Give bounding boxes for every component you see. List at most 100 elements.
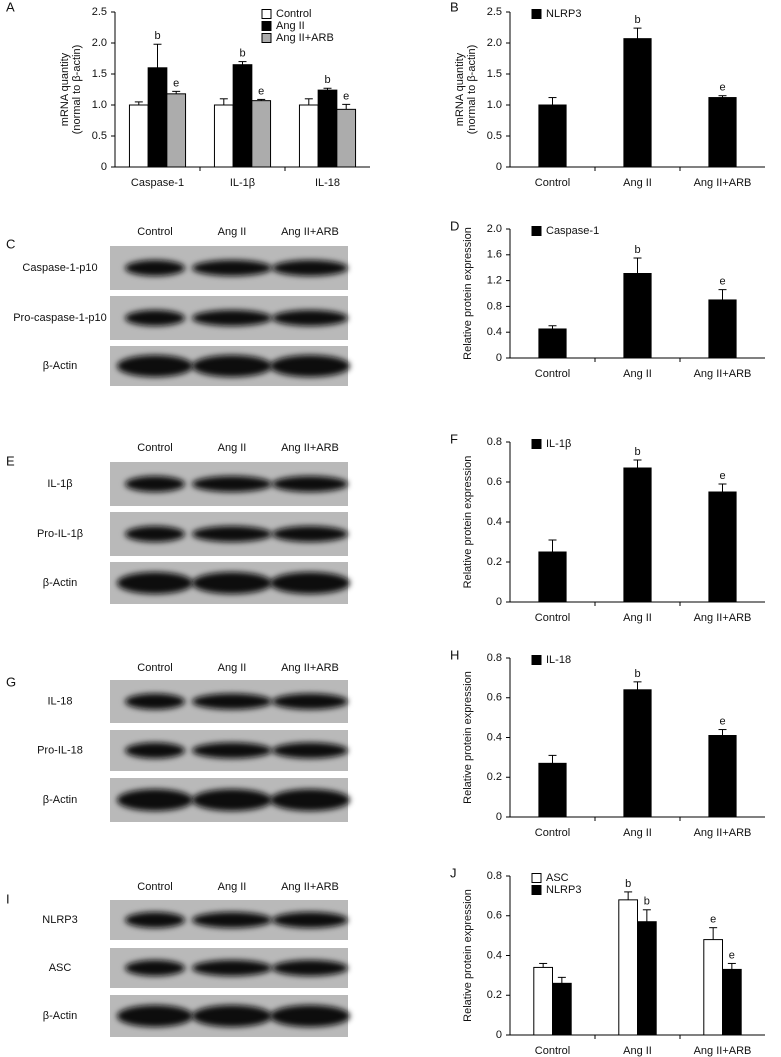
panel-label: H <box>450 647 459 662</box>
annotation: b <box>634 668 640 680</box>
y-tick-label: 2.5 <box>487 6 502 18</box>
blot-band <box>125 742 185 759</box>
column-label: Ang II <box>218 662 247 674</box>
x-tick-label: Control <box>535 612 570 624</box>
legend-swatch <box>531 439 542 449</box>
bar <box>147 67 168 168</box>
x-tick-label: Ang II+ARB <box>694 827 752 839</box>
y-tick-label: 0 <box>496 352 502 364</box>
blot-band <box>125 912 185 928</box>
blot-band <box>125 310 185 326</box>
panel-label: G <box>6 674 16 689</box>
blot-band <box>125 526 185 542</box>
row-label: NLRP3 <box>42 914 77 926</box>
y-tick-label: 0.8 <box>487 652 502 664</box>
annotation: b <box>625 878 631 890</box>
x-tick-label: Ang II+ARB <box>694 612 752 624</box>
row-label: β-Actin <box>43 577 77 589</box>
y-tick-label: 0 <box>496 811 502 823</box>
blot-band <box>192 260 272 276</box>
bar <box>538 551 567 603</box>
bar <box>722 968 742 1036</box>
y-tick-label: 1.6 <box>487 249 502 261</box>
legend-swatch <box>531 885 542 895</box>
y-tick-label: 0.6 <box>487 910 502 922</box>
blot-band <box>192 789 272 811</box>
y-tick-label: 1.0 <box>92 99 107 111</box>
x-tick-label: Ang II <box>623 612 652 624</box>
column-label: Ang II <box>218 881 247 893</box>
legend-label: ASC <box>546 872 569 884</box>
panel-label: I <box>6 891 10 906</box>
legend-label: Ang II+ARB <box>276 32 334 44</box>
annotation: e <box>710 914 716 926</box>
y-tick-label: 2.0 <box>487 37 502 49</box>
row-label: β-Actin <box>43 360 77 372</box>
blot-band <box>272 742 348 759</box>
column-label: Ang II+ARB <box>281 881 339 893</box>
blot-band <box>272 960 348 976</box>
bar <box>538 104 567 168</box>
annotation: b <box>644 896 650 908</box>
blot-band <box>117 572 193 594</box>
annotation: e <box>719 276 725 288</box>
row-label: Caspase-1-p10 <box>22 262 97 274</box>
y-axis-label: (normal to β-actin) <box>71 45 83 134</box>
x-tick-label: Control <box>535 827 570 839</box>
bar <box>618 899 638 1036</box>
y-tick-label: 0.4 <box>487 516 502 528</box>
x-tick-label: Control <box>535 368 570 380</box>
bar <box>128 104 149 168</box>
blot-band <box>270 572 350 594</box>
blot-band <box>272 693 348 710</box>
bar <box>708 97 737 168</box>
annotation: e <box>729 949 735 961</box>
bar <box>538 328 567 359</box>
row-label: Pro-IL-18 <box>37 744 83 756</box>
x-tick-label: Ang II+ARB <box>694 177 752 189</box>
row-label: ASC <box>49 962 72 974</box>
legend-label: Caspase-1 <box>546 225 599 237</box>
bar <box>232 64 253 168</box>
legend-swatch <box>261 33 272 43</box>
legend-label: NLRP3 <box>546 884 581 896</box>
blot-band <box>192 693 272 710</box>
panel-label: B <box>450 0 459 14</box>
blot-band <box>272 912 348 928</box>
panel-label: C <box>6 236 15 251</box>
y-tick-label: 0.8 <box>487 300 502 312</box>
y-tick-label: 0.8 <box>487 436 502 448</box>
y-tick-label: 0.8 <box>487 870 502 882</box>
y-tick-label: 0.4 <box>487 326 502 338</box>
blot-band <box>125 960 185 976</box>
legend-swatch <box>531 655 542 665</box>
bar <box>623 38 652 168</box>
annotation: e <box>719 715 725 727</box>
bar <box>336 108 357 168</box>
blot-band <box>125 693 185 710</box>
annotation: b <box>634 244 640 256</box>
column-label: Control <box>137 662 172 674</box>
legend-swatch <box>531 9 542 19</box>
blot-band <box>117 1005 193 1027</box>
bar <box>708 491 737 603</box>
y-tick-label: 1.0 <box>487 99 502 111</box>
y-tick-label: 2.5 <box>92 6 107 18</box>
y-tick-label: 0.4 <box>487 949 502 961</box>
legend-swatch <box>261 9 272 19</box>
blot-band <box>270 355 350 377</box>
x-tick-label: Control <box>535 1045 570 1057</box>
y-axis-label: Relative protein expression <box>462 671 474 804</box>
blot-band <box>192 526 272 542</box>
x-tick-label: Ang II <box>623 827 652 839</box>
bar <box>298 104 319 168</box>
row-label: β-Actin <box>43 794 77 806</box>
y-tick-label: 0 <box>496 1029 502 1041</box>
blot-band <box>192 310 272 326</box>
annotation: e <box>343 90 349 102</box>
row-label: IL-18 <box>47 695 72 707</box>
bar <box>708 299 737 359</box>
y-axis-label: Relative protein expression <box>462 456 474 589</box>
x-tick-label: Control <box>535 177 570 189</box>
